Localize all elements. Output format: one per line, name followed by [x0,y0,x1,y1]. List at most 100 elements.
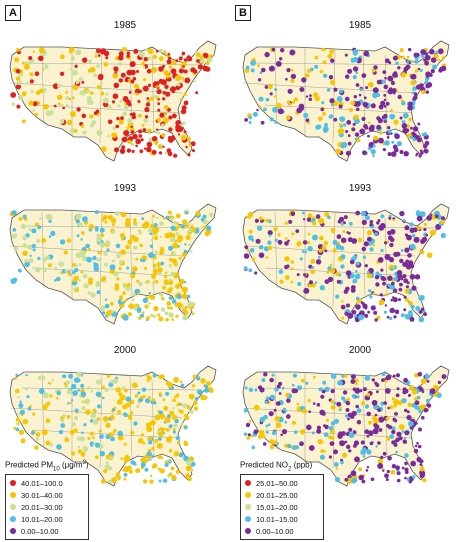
monitor-point [347,312,354,319]
legend-swatch [245,480,251,487]
monitor-point [123,442,127,446]
monitor-point [59,239,66,245]
monitor-point [392,91,396,95]
monitor-point [109,456,114,461]
monitor-point [369,220,374,224]
monitor-point [68,373,74,379]
monitor-point [79,251,85,258]
monitor-point [29,254,32,257]
monitor-point [183,69,188,74]
monitor-point [288,219,293,224]
monitor-point [395,450,398,454]
monitor-point [410,304,415,309]
monitor-point [368,420,372,425]
monitor-point [264,400,268,404]
monitor-point [120,116,124,120]
monitor-point [336,279,341,284]
monitor-point [355,296,360,301]
monitor-point [350,379,356,384]
monitor-point [243,432,248,436]
monitor-point [63,250,68,255]
monitor-point [124,130,130,136]
monitor-point [260,120,265,125]
monitor-point [126,148,132,153]
monitor-point [404,408,408,413]
monitor-point [159,468,165,474]
monitor-point [157,144,162,149]
monitor-point [339,440,346,447]
monitor-point [390,298,394,302]
monitor-point [369,295,373,299]
monitor-point [208,386,213,391]
legend-title-no2: Predicted NO2 (ppb) [240,460,313,473]
monitor-point [316,98,319,102]
monitor-point [146,146,152,153]
monitor-point [335,148,341,155]
monitor-point [373,135,379,141]
monitor-point [163,50,167,55]
monitor-point [176,222,180,225]
monitor-point [302,211,305,215]
monitor-point [268,234,272,237]
monitor-point [32,412,36,416]
monitor-point [151,149,157,155]
monitor-point [159,221,164,226]
monitor-point [418,316,425,323]
monitor-point [265,430,269,434]
monitor-point [116,277,120,281]
monitor-point [305,381,309,385]
monitor-point [311,266,315,269]
monitor-point [143,78,147,82]
monitor-point [302,218,306,221]
monitor-point [380,455,384,460]
monitor-point [112,72,119,79]
monitor-point [135,144,138,148]
monitor-point [402,219,406,222]
monitor-point [133,245,138,250]
monitor-point [330,405,336,410]
monitor-point [143,118,149,123]
monitor-point [134,88,141,95]
monitor-point [382,451,387,456]
monitor-point [43,64,49,70]
monitor-point [330,373,337,379]
monitor-point [54,279,57,282]
monitor-point [373,310,378,315]
state-border [9,407,183,419]
monitor-point [179,97,183,101]
monitor-point [337,128,344,135]
monitor-point [391,140,395,144]
monitor-point [404,476,407,480]
monitor-point [49,442,53,447]
monitor-point [184,440,187,444]
monitor-point [146,97,150,100]
monitor-point [394,412,398,416]
monitor-point [129,61,136,68]
monitor-point [303,287,310,294]
monitor-point [421,404,426,410]
monitor-point [57,102,61,106]
monitor-point [391,426,396,431]
monitor-point [373,417,379,424]
monitor-point [25,81,29,85]
monitor-point [418,295,424,301]
monitor-point [151,446,155,451]
monitor-point [105,310,112,317]
monitor-point [138,401,141,405]
monitor-point [163,275,168,279]
state-border [332,48,336,144]
monitor-point [387,75,394,82]
monitor-point [10,92,17,98]
monitor-point [326,270,330,274]
monitor-point [197,64,203,70]
monitor-point [172,414,178,420]
monitor-point [163,70,169,76]
monitor-point [408,101,413,107]
monitor-point [408,61,412,65]
monitor-point [388,425,393,430]
monitor-point [290,68,294,72]
monitor-point [16,422,20,426]
monitor-point [48,219,52,223]
monitor-point [34,112,38,117]
monitor-point [103,50,110,57]
